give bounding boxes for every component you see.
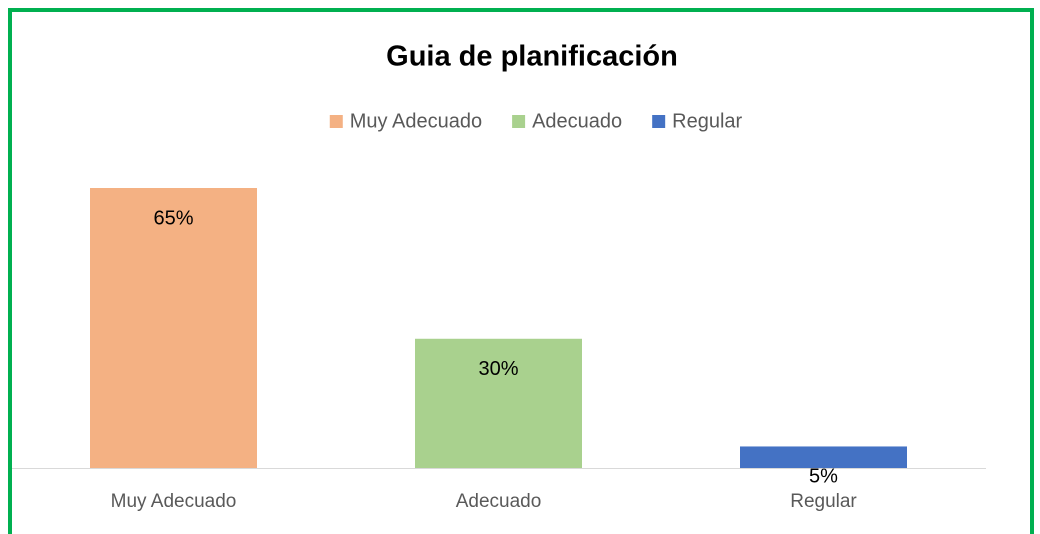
legend-label: Regular	[672, 110, 742, 132]
chart-title: Guia de planificación	[386, 41, 678, 73]
bar	[740, 446, 907, 468]
data-label: 65%	[153, 207, 193, 229]
x-tick-label: Regular	[790, 491, 857, 512]
legend-label: Adecuado	[532, 110, 622, 132]
legend-label: Muy Adecuado	[350, 110, 482, 132]
x-tick-label: Muy Adecuado	[111, 491, 237, 512]
legend-swatch	[652, 115, 666, 128]
x-tick-label: Adecuado	[456, 491, 542, 512]
legend-swatch	[512, 115, 526, 128]
legend-swatch	[329, 115, 343, 128]
data-label: 30%	[478, 358, 518, 380]
chart-border	[8, 8, 1034, 534]
bar	[90, 188, 257, 468]
bar	[415, 338, 582, 468]
data-label: 5%	[809, 466, 838, 488]
